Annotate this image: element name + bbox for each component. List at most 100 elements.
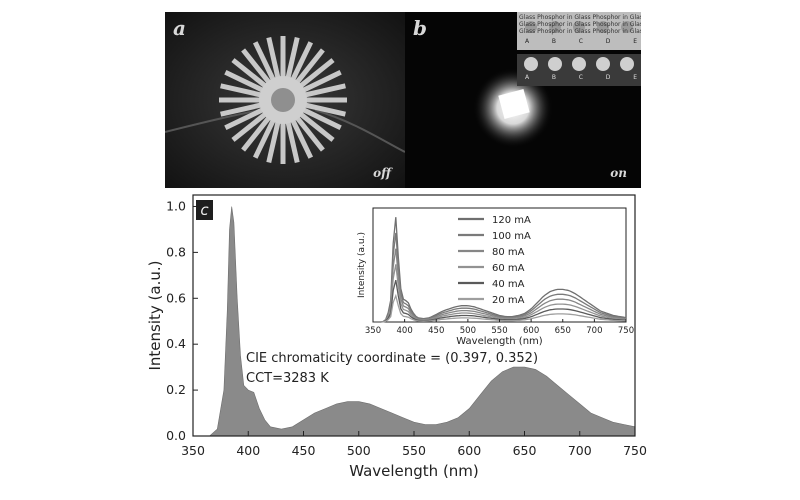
legend-label: 100 mA — [492, 231, 531, 242]
heatsink-fin — [219, 97, 263, 103]
heatsink-fin — [252, 41, 277, 84]
heatsink-fin — [289, 116, 314, 159]
sample-disc-lit — [596, 57, 610, 71]
heatsink-fin — [252, 116, 277, 159]
inset-x-tick-label: 500 — [460, 326, 476, 336]
legend-label: 120 mA — [492, 215, 531, 226]
lit-led-photo — [405, 12, 641, 188]
inset-x-tick-label: 650 — [555, 326, 571, 336]
y-axis-label: Intensity (a.u.) — [146, 261, 164, 371]
legend-label: 60 mA — [492, 263, 525, 274]
x-tick-label: 700 — [568, 443, 592, 458]
x-tick-label: 750 — [623, 443, 647, 458]
sample-disc — [621, 21, 633, 33]
sample-letter: A — [525, 38, 530, 45]
legend-label: 80 mA — [492, 247, 525, 258]
heatsink-fin — [224, 106, 267, 131]
cie-annotation: CIE chromaticity coordinate = (0.397, 0.… — [246, 351, 538, 366]
off-label: off — [373, 166, 391, 180]
sample-row-text: Glass Phosphor in Glass Phosphor in Glas… — [519, 28, 641, 35]
photo-panel-off: a off — [165, 12, 405, 188]
on-label: on — [610, 166, 627, 180]
panel-c-label: c — [200, 201, 209, 219]
inset-series-line — [373, 217, 627, 323]
inset-x-axis-label: Wavelength (nm) — [456, 336, 542, 347]
x-tick-label: 350 — [181, 443, 205, 458]
y-tick-label: 0.4 — [166, 336, 186, 351]
heatsink-fin — [266, 118, 281, 163]
inset-x-tick-label: 600 — [523, 326, 539, 336]
heatsink-fin — [301, 83, 346, 98]
x-tick-label: 600 — [457, 443, 481, 458]
inset-x-tick-label: 350 — [365, 326, 381, 336]
heatsink-fin — [280, 120, 286, 164]
y-tick-label: 0.6 — [166, 290, 186, 305]
inset-y-axis-label: Intensity (a.u.) — [357, 232, 367, 298]
inset-x-tick-label: 450 — [428, 326, 444, 336]
heatsink-fin — [231, 58, 269, 90]
sample-letter: B — [551, 38, 557, 45]
x-axis-label: Wavelength (nm) — [349, 462, 479, 480]
heatsink-fin — [241, 48, 273, 86]
sample-letter: B — [551, 74, 557, 81]
heatsink-fin — [299, 106, 342, 131]
legend-label: 20 mA — [492, 295, 525, 306]
sample-disc-lit — [572, 57, 586, 71]
heatsink-fin — [285, 37, 300, 82]
inset-x-tick-label: 700 — [586, 326, 602, 336]
heatsink-fin — [293, 48, 325, 86]
sample-row-text: Glass Phosphor in Glass Phosphor in Glas… — [519, 21, 641, 28]
y-tick-label: 1.0 — [166, 198, 186, 213]
x-tick-label: 500 — [347, 443, 371, 458]
heatsink-photo — [165, 12, 405, 188]
heatsink-fin — [297, 58, 335, 90]
sample-letter: C — [578, 38, 583, 45]
y-tick-label: 0.0 — [166, 428, 186, 443]
main-spectrum-plot: 350 400 450 500 550 600 650 700 750 0.0 0.2 0.4 0.6 0… — [146, 194, 647, 480]
sample-letter: A — [525, 74, 530, 81]
inset-x-tick-label: 400 — [397, 326, 413, 336]
heatsink-fin — [220, 102, 265, 117]
sample-letter: C — [578, 74, 583, 81]
heatsink-fin — [299, 69, 342, 94]
sample-label-strip: Glass Phosphor in Glass Phosphor in Glas… — [519, 14, 641, 35]
sample-letter: E — [633, 38, 637, 45]
panel-c-label-box — [196, 200, 213, 220]
sample-disc — [597, 21, 609, 33]
heatsink-fin — [241, 114, 273, 152]
heatsink-fin — [280, 36, 286, 80]
sample-letters-top: A B C D E — [525, 38, 637, 45]
inset-series-line — [373, 264, 627, 323]
sample-disc — [525, 21, 537, 33]
heatsink-fin — [285, 118, 300, 163]
inset-current-plot: 120 mA 100 mA 80 mA 60 mA 40 mA 20 mA 350 400 45… — [357, 207, 634, 347]
sample-disc — [573, 21, 585, 33]
heatsink-fin — [220, 83, 265, 98]
heatsink-fin — [303, 97, 347, 103]
inset-x-tick-label: 750 — [618, 326, 634, 336]
sample-letter: D — [605, 74, 611, 81]
x-tick-label: 650 — [513, 443, 537, 458]
heatsink-fin — [301, 102, 346, 117]
y-tick-label: 0.2 — [166, 382, 186, 397]
x-tick-label: 400 — [236, 443, 260, 458]
sample-letter: E — [633, 74, 637, 81]
photo-panel-on: Glass Phosphor in Glass Phosphor in Glas… — [405, 12, 641, 188]
panel-a-label: a — [173, 16, 186, 40]
sample-disc-lit — [620, 57, 634, 71]
heatsink-fin — [293, 114, 325, 152]
x-tick-label: 550 — [402, 443, 426, 458]
inset-series-line — [373, 248, 627, 323]
y-tick-label: 0.8 — [166, 244, 186, 259]
heatsink-fin — [297, 110, 335, 142]
panel-b-label: b — [413, 16, 427, 40]
x-tick-label: 450 — [292, 443, 316, 458]
sample-disc-lit — [524, 57, 538, 71]
heatsink-fin — [289, 41, 314, 84]
heatsink-fin — [224, 69, 267, 94]
sample-disc-lit — [548, 57, 562, 71]
sample-letters-bottom: A B C D E — [525, 74, 637, 81]
heatsink-fin — [266, 37, 281, 82]
legend-label: 40 mA — [492, 279, 525, 290]
